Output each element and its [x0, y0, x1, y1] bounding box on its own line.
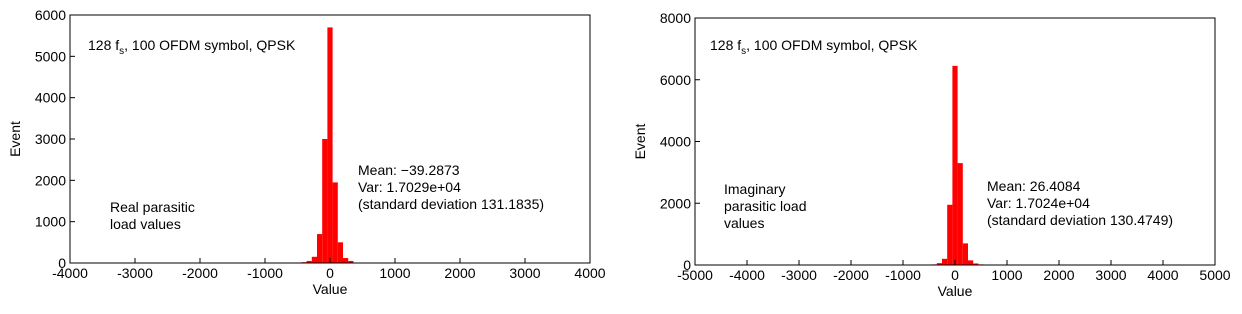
- x-tick-label: -4000: [729, 267, 765, 283]
- bar: [942, 259, 947, 265]
- x-tick-label: 1000: [379, 265, 410, 281]
- x-tick-label: -1000: [247, 265, 283, 281]
- y-tick-label: 1000: [35, 214, 66, 230]
- y-tick-label: 4000: [660, 134, 691, 150]
- y-axis-label: Event: [632, 123, 648, 159]
- y-tick-label: 0: [683, 257, 691, 273]
- description-line: Imaginary: [724, 181, 785, 197]
- bar: [327, 27, 332, 263]
- y-tick-label: 2000: [660, 195, 691, 211]
- x-tick-label: -3000: [781, 267, 817, 283]
- bar: [958, 163, 963, 265]
- y-tick-label: 2000: [35, 172, 66, 188]
- description-line: load values: [110, 216, 181, 232]
- x-tick-label: 4000: [1147, 267, 1178, 283]
- annotation: 128 fs, 100 OFDM symbol, QPSK: [710, 37, 918, 57]
- x-tick-label: 3000: [509, 265, 540, 281]
- stats-line: Mean: 26.4084: [987, 178, 1081, 194]
- bar: [338, 242, 343, 263]
- bar: [312, 257, 317, 263]
- description-line: values: [724, 215, 764, 231]
- bar: [963, 243, 968, 265]
- annotation: 128 fs, 100 OFDM symbol, QPSK: [88, 37, 296, 57]
- x-tick-label: -2000: [182, 265, 218, 281]
- stats-line: Var: 1.7024e+04: [987, 195, 1090, 211]
- annotation-rest: , 100 OFDM symbol, QPSK: [746, 37, 918, 53]
- y-tick-label: 6000: [660, 72, 691, 88]
- x-tick-label: 2000: [444, 265, 475, 281]
- x-tick-label: 3000: [1095, 267, 1126, 283]
- y-tick-label: 8000: [660, 10, 691, 26]
- y-tick-label: 4000: [35, 90, 66, 106]
- bar: [343, 258, 348, 263]
- x-tick-label: -1000: [885, 267, 921, 283]
- y-tick-label: 3000: [35, 131, 66, 147]
- x-axis-label: Value: [313, 281, 348, 297]
- x-tick-label: 0: [326, 265, 334, 281]
- y-tick-label: 0: [58, 255, 66, 271]
- y-axis-label: Event: [7, 121, 23, 157]
- x-tick-label: 1000: [991, 267, 1022, 283]
- description-line: Real parasitic: [110, 199, 195, 215]
- x-tick-label: 5000: [1199, 267, 1230, 283]
- annotation-rest: , 100 OFDM symbol, QPSK: [124, 37, 296, 53]
- x-tick-label: -2000: [833, 267, 869, 283]
- annotation-base: 128 f: [88, 37, 119, 53]
- bar: [968, 260, 973, 265]
- stats-line: (standard deviation 131.1835): [358, 196, 544, 212]
- x-tick-label: 2000: [1043, 267, 1074, 283]
- stats-line: (standard deviation 130.4749): [987, 212, 1173, 228]
- y-tick-label: 5000: [35, 48, 66, 64]
- x-tick-label: -3000: [117, 265, 153, 281]
- bar: [947, 205, 952, 265]
- annotation-base: 128 f: [710, 37, 741, 53]
- bar: [317, 234, 322, 263]
- x-tick-label: 0: [951, 267, 959, 283]
- bar: [322, 139, 327, 263]
- bar: [952, 66, 957, 265]
- stats-line: Var: 1.7029e+04: [358, 179, 461, 195]
- x-tick-label: 4000: [574, 265, 605, 281]
- stats-line: Mean: −39.2873: [358, 162, 460, 178]
- bar: [333, 182, 338, 263]
- x-axis-label: Value: [938, 283, 973, 299]
- y-tick-label: 6000: [35, 7, 66, 23]
- description-line: parasitic load: [724, 198, 807, 214]
